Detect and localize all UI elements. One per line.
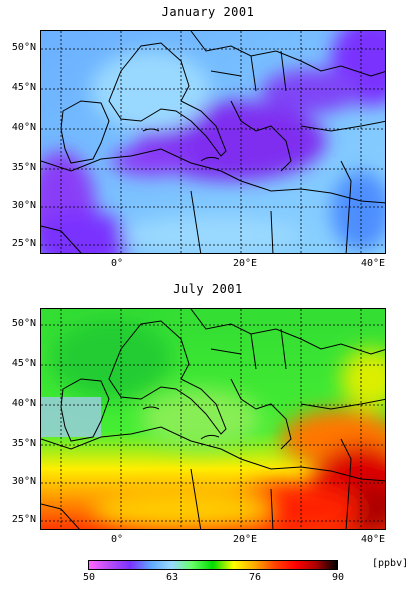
lat-label: 25°N (11, 514, 36, 525)
lat-label: 40°N (11, 122, 36, 133)
lon-label: 40°E (360, 534, 386, 545)
lat-label: 25°N (11, 238, 36, 249)
colorbar-tick: 50 (82, 572, 96, 583)
lon-label: 20°E (232, 258, 258, 269)
lon-label: 0° (110, 534, 124, 545)
graticule-july (41, 309, 385, 529)
map-january (40, 30, 386, 254)
lon-label: 40°E (360, 258, 386, 269)
colorbar (88, 560, 338, 570)
panel-title-july: July 2001 (173, 282, 243, 296)
lat-label: 50°N (11, 318, 36, 329)
colorbar-tick: 76 (248, 572, 262, 583)
ozone-field-january (41, 31, 385, 253)
lon-label: 20°E (232, 534, 258, 545)
lat-label: 45°N (11, 82, 36, 93)
lat-label: 30°N (11, 200, 36, 211)
lat-label: 50°N (11, 42, 36, 53)
lat-label: 35°N (11, 438, 36, 449)
lat-label: 40°N (11, 398, 36, 409)
map-july (40, 308, 386, 530)
colorbar-tick: 63 (165, 572, 179, 583)
coastlines-july (41, 309, 385, 529)
colorbar-unit: [ppbv] (372, 558, 409, 569)
graticule-january (41, 31, 385, 253)
lon-label: 0° (110, 258, 124, 269)
lat-label: 35°N (11, 162, 36, 173)
lat-label: 45°N (11, 358, 36, 369)
iberia-patch (41, 397, 101, 437)
colorbar-tick: 90 (331, 572, 345, 583)
lat-label: 30°N (11, 476, 36, 487)
panel-title-january: January 2001 (161, 5, 255, 19)
